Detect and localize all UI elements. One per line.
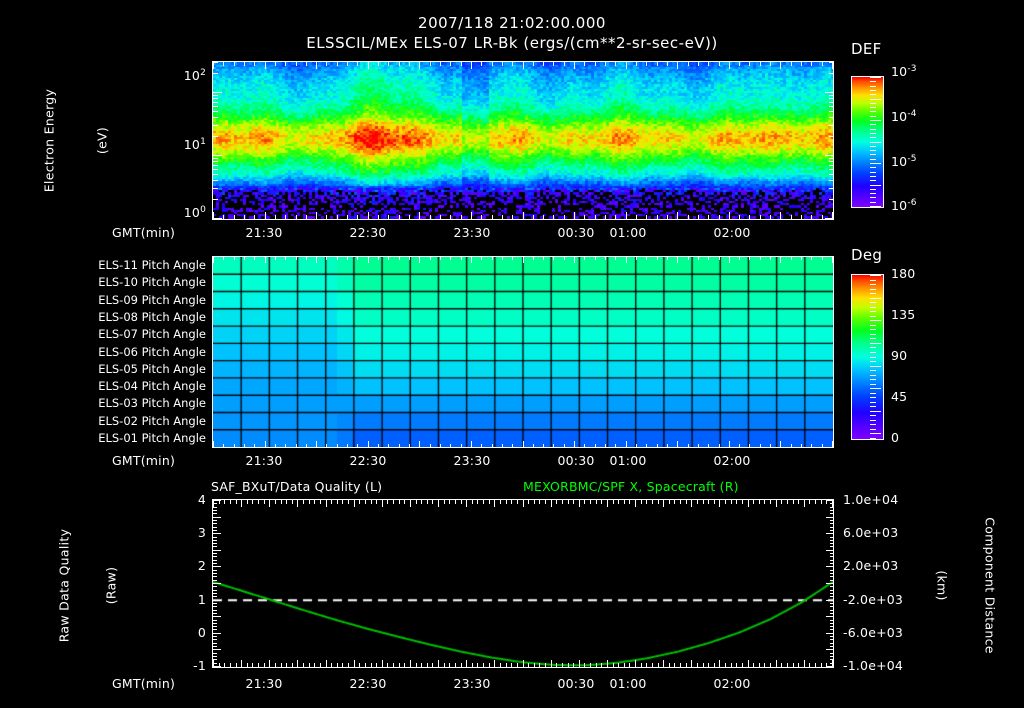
panel1-xtick-2: 23:30	[453, 225, 491, 240]
panel1-ytick-100-exponent: 2	[200, 68, 206, 78]
panel3-ylabel-right-units: (km)	[934, 570, 950, 601]
panel1-ytick-10-mantissa: 10	[183, 137, 201, 153]
panel2-xtick-0: 21:30	[245, 453, 283, 468]
deg-colorbar-tick-135: 135	[891, 307, 916, 322]
panel3-ylabel-right-main: Component Distance	[982, 517, 998, 654]
panel1-ytick-1-mantissa: 10	[183, 205, 201, 221]
panel3-right-ytick-4: -6.0e+03	[843, 624, 904, 640]
page-title-line2: ELSSCIL/MEx ELS-07 LR-Bk (ergs/(cm**2-sr…	[306, 34, 718, 52]
panel3-xtick-3: 00:30	[557, 676, 595, 691]
panel1-ylabel-energy: Electron Energy	[41, 88, 57, 193]
panel1-xtick-3: 00:30	[557, 225, 595, 240]
spectrogram-panel[interactable]	[213, 62, 833, 219]
pitch-angle-row-label-3: ELS-03 Pitch Angle	[98, 396, 206, 411]
def-colorbar-tick-1: 10-4	[891, 109, 917, 124]
line-plot-canvas	[213, 500, 833, 667]
panel2-xtick-2: 23:30	[453, 453, 491, 468]
def-colorbar-title: DEF	[851, 40, 882, 58]
panel1-xtick-0: 21:30	[245, 225, 283, 240]
panel3-header-left: SAF_BXuT/Data Quality (L)	[211, 479, 383, 494]
def-tick-1-mantissa: 10	[891, 109, 908, 125]
panel1-xtick-5: 02:00	[713, 225, 751, 240]
panel1-ytick-100-mantissa: 10	[183, 68, 201, 84]
pitch-angle-row-label-7: ELS-07 Pitch Angle	[98, 327, 206, 342]
panel1-ytick-1-exponent: 0	[200, 205, 206, 215]
panel3-left-ytick-3: 3	[197, 525, 206, 541]
panel1-xtick-4: 01:00	[609, 225, 647, 240]
panel1-xtick-1: 22:30	[349, 225, 387, 240]
deg-colorbar-gradient	[852, 275, 883, 439]
panel3-header-right: MEXORBMC/SPF X, Spacecraft (R)	[523, 479, 739, 494]
panel2-xtick-4: 01:00	[609, 453, 647, 468]
panel3-left-ytick-4: 4	[197, 492, 206, 507]
panel3-left-ytick-1: 1	[197, 591, 206, 607]
panel3-right-ytick-1: 6.0e+03	[843, 525, 899, 541]
panel2-xtick-5: 02:00	[713, 453, 751, 468]
page-title-line1: 2007/118 21:02:00.000	[418, 14, 606, 32]
panel1-ytick-1: 100	[160, 205, 206, 220]
pitch-angle-row-label-2: ELS-02 Pitch Angle	[98, 413, 206, 428]
panel2-xtick-3: 00:30	[557, 453, 595, 468]
panel1-ytick-10: 101	[160, 137, 206, 152]
pitch-angle-row-label-1: ELS-01 Pitch Angle	[98, 430, 206, 445]
def-tick-3-mantissa: 10	[891, 198, 908, 214]
pitch-angle-row-label-9: ELS-09 Pitch Angle	[98, 292, 206, 307]
panel3-ylabel-left-units: (Raw)	[103, 566, 119, 605]
panel3-xlabel: GMT(min)	[112, 676, 176, 691]
def-tick-0-exponent: -3	[907, 64, 917, 74]
def-colorbar-tick-0: 10-3	[891, 64, 917, 79]
def-tick-0-mantissa: 10	[891, 64, 908, 80]
panel3-left-ytick-2: 2	[197, 558, 206, 574]
deg-colorbar-tick-90: 90	[891, 348, 908, 363]
panel3-right-ytick-5: -1.0e+04	[843, 658, 904, 673]
line-plot-panel[interactable]	[213, 500, 833, 667]
panel3-ylabel-left-main: Raw Data Quality	[56, 528, 72, 643]
panel3-right-ytick-0: 1.0e+04	[843, 492, 899, 507]
panel3-xtick-0: 21:30	[245, 676, 283, 691]
panel1-ytick-100: 102	[160, 68, 206, 83]
pitch-angle-row-label-4: ELS-04 Pitch Angle	[98, 379, 206, 394]
deg-colorbar-title: Deg	[851, 246, 883, 264]
def-tick-3-exponent: -6	[907, 198, 917, 208]
deg-colorbar-tick-180: 180	[891, 266, 916, 281]
deg-colorbar[interactable]	[851, 274, 884, 440]
def-tick-2-mantissa: 10	[891, 154, 908, 170]
deg-colorbar-tick-45: 45	[891, 389, 908, 404]
panel3-xtick-1: 22:30	[349, 676, 387, 691]
panel3-xtick-4: 01:00	[609, 676, 647, 691]
panel3-left-ytick--1: -1	[193, 658, 206, 673]
pitch-angle-panel[interactable]	[213, 257, 833, 447]
pitch-angle-row-label-5: ELS-05 Pitch Angle	[98, 361, 206, 376]
spectrogram-canvas	[213, 62, 833, 219]
def-tick-1-exponent: -4	[907, 109, 917, 119]
pitch-angle-canvas	[213, 257, 833, 447]
panel1-ytick-10-exponent: 1	[200, 137, 206, 147]
panel3-xtick-2: 23:30	[453, 676, 491, 691]
def-colorbar[interactable]	[851, 76, 884, 208]
def-colorbar-tick-2: 10-5	[891, 154, 917, 169]
deg-colorbar-tick-0: 0	[891, 430, 900, 445]
pitch-angle-row-label-8: ELS-08 Pitch Angle	[98, 309, 206, 324]
def-tick-2-exponent: -5	[907, 154, 917, 164]
pitch-angle-row-label-11: ELS-11 Pitch Angle	[98, 258, 206, 273]
panel3-right-ytick-2: 2.0e+03	[843, 558, 899, 574]
panel3-left-ytick-0: 0	[197, 624, 206, 640]
panel3-xtick-5: 02:00	[713, 676, 751, 691]
panel1-ylabel-units: (eV)	[94, 126, 110, 155]
def-colorbar-tick-3: 10-6	[891, 198, 917, 213]
pitch-angle-row-label-10: ELS-10 Pitch Angle	[98, 275, 206, 290]
panel2-xtick-1: 22:30	[349, 453, 387, 468]
panel1-xlabel: GMT(min)	[112, 225, 176, 240]
def-colorbar-gradient	[852, 77, 883, 207]
pitch-angle-row-label-6: ELS-06 Pitch Angle	[98, 344, 206, 359]
panel2-xlabel: GMT(min)	[112, 453, 176, 468]
panel3-right-ytick-3: -2.0e+03	[843, 591, 904, 607]
